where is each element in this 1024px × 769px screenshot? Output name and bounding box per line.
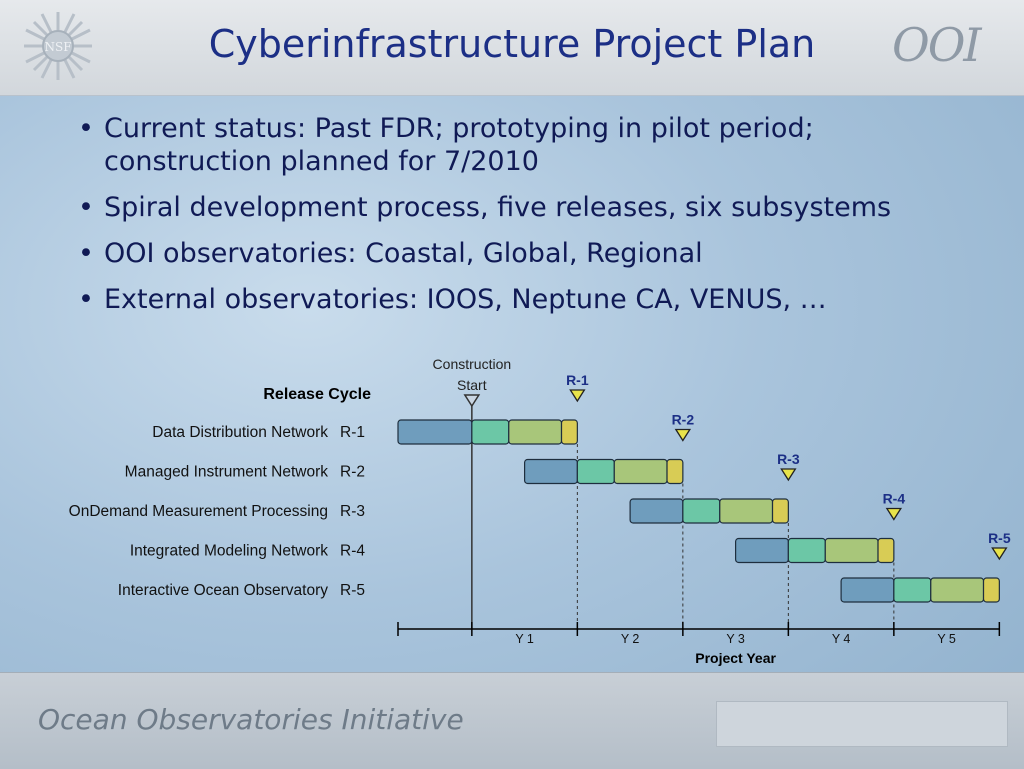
header-bar: NSF Cyberinfrastructure Project Plan OOI: [0, 0, 1024, 96]
nsf-logo-text: NSF: [44, 40, 71, 54]
row-label: OnDemand Measurement Processing: [69, 503, 328, 520]
phase-segment: [982, 577, 1000, 603]
release-cycle-chart: Release Cycle Construction Start Data Distr…: [69, 356, 1011, 666]
year-tick-label: Y 2: [621, 632, 640, 646]
construction-label: Start: [457, 377, 487, 393]
construction-label: Construction: [433, 356, 512, 372]
phase-segment: [666, 458, 684, 485]
row-release-label: R-2: [340, 464, 365, 481]
bullet-text: Current status: Past FDR; prototyping in…: [104, 113, 814, 177]
release-marker-icon: [569, 389, 586, 403]
release-marker-icon: [780, 468, 797, 482]
bullet-dot-icon: •: [78, 192, 94, 223]
nsf-logo-icon: NSF: [24, 12, 92, 80]
release-marker-icon: [991, 547, 1008, 561]
phase-segment: [877, 537, 895, 564]
release-marker-label: R-3: [777, 451, 800, 467]
release-marker-icon: [885, 507, 903, 521]
phase-segment: [787, 537, 826, 564]
bullet-dot-icon: •: [78, 238, 94, 269]
phase-segment: [930, 577, 985, 603]
bullet-item: • External observatories: IOOS, Neptune C…: [78, 283, 958, 316]
phase-segment: [771, 498, 789, 524]
row-label: Integrated Modeling Network: [130, 543, 328, 560]
row-release-label: R-4: [340, 543, 365, 560]
phase-segment: [719, 498, 774, 524]
footer-box: [716, 701, 1008, 747]
page-title: Cyberinfrastructure Project Plan: [208, 22, 816, 66]
year-tick-label: Y 3: [726, 632, 745, 646]
year-tick-label: Y 1: [515, 632, 534, 646]
phase-segment: [560, 419, 578, 445]
row-label: Data Distribution Network: [152, 424, 328, 441]
bullet-item: • Spiral development process, five releas…: [78, 191, 958, 224]
footer-title: Ocean Observatories Initiative: [38, 703, 464, 736]
phase-segment: [523, 458, 578, 485]
row-label: Interactive Ocean Observatory: [118, 582, 328, 599]
phase-segment: [613, 458, 668, 485]
release-marker-label: R-1: [566, 372, 589, 388]
footer-bar: Ocean Observatories Initiative: [0, 672, 1024, 769]
row-release-label: R-5: [340, 582, 365, 599]
phase-segment: [508, 419, 563, 445]
release-marker-label: R-5: [988, 530, 1011, 546]
year-tick-label: Y 5: [937, 632, 956, 646]
phase-segment: [734, 537, 789, 564]
x-axis-title: Project Year: [695, 650, 776, 666]
bullet-dot-icon: •: [78, 113, 94, 144]
construction-start-marker-icon: [463, 394, 481, 408]
bullet-dot-icon: •: [78, 284, 94, 315]
phase-segment: [576, 458, 615, 485]
phase-segment: [893, 577, 932, 603]
phase-segment: [682, 498, 721, 524]
row-release-label: R-3: [340, 503, 365, 520]
year-tick-label: Y 4: [832, 632, 851, 646]
bullet-text: OOI observatories: Coastal, Global, Regi…: [104, 238, 703, 269]
bullet-text: Spiral development process, five release…: [104, 192, 892, 223]
chart-heading: Release Cycle: [263, 386, 371, 403]
bullet-item: • Current status: Past FDR; prototyping i…: [78, 112, 958, 178]
phase-segment: [824, 537, 879, 564]
row-release-label: R-1: [340, 424, 365, 441]
phase-segment: [840, 577, 895, 603]
phase-segment: [629, 498, 684, 524]
release-marker-icon: [674, 428, 692, 442]
row-label: Managed Instrument Network: [125, 464, 329, 481]
release-marker-label: R-4: [883, 491, 906, 507]
bullet-item: • OOI observatories: Coastal, Global, Reg…: [78, 237, 958, 270]
release-marker-label: R-2: [672, 412, 695, 428]
ooi-logo: OOI: [892, 18, 982, 72]
bullet-text: External observatories: IOOS, Neptune CA…: [104, 284, 827, 315]
phase-segment: [471, 419, 510, 445]
phase-segment: [397, 419, 473, 445]
bullet-list: • Current status: Past FDR; prototyping i…: [78, 112, 958, 329]
